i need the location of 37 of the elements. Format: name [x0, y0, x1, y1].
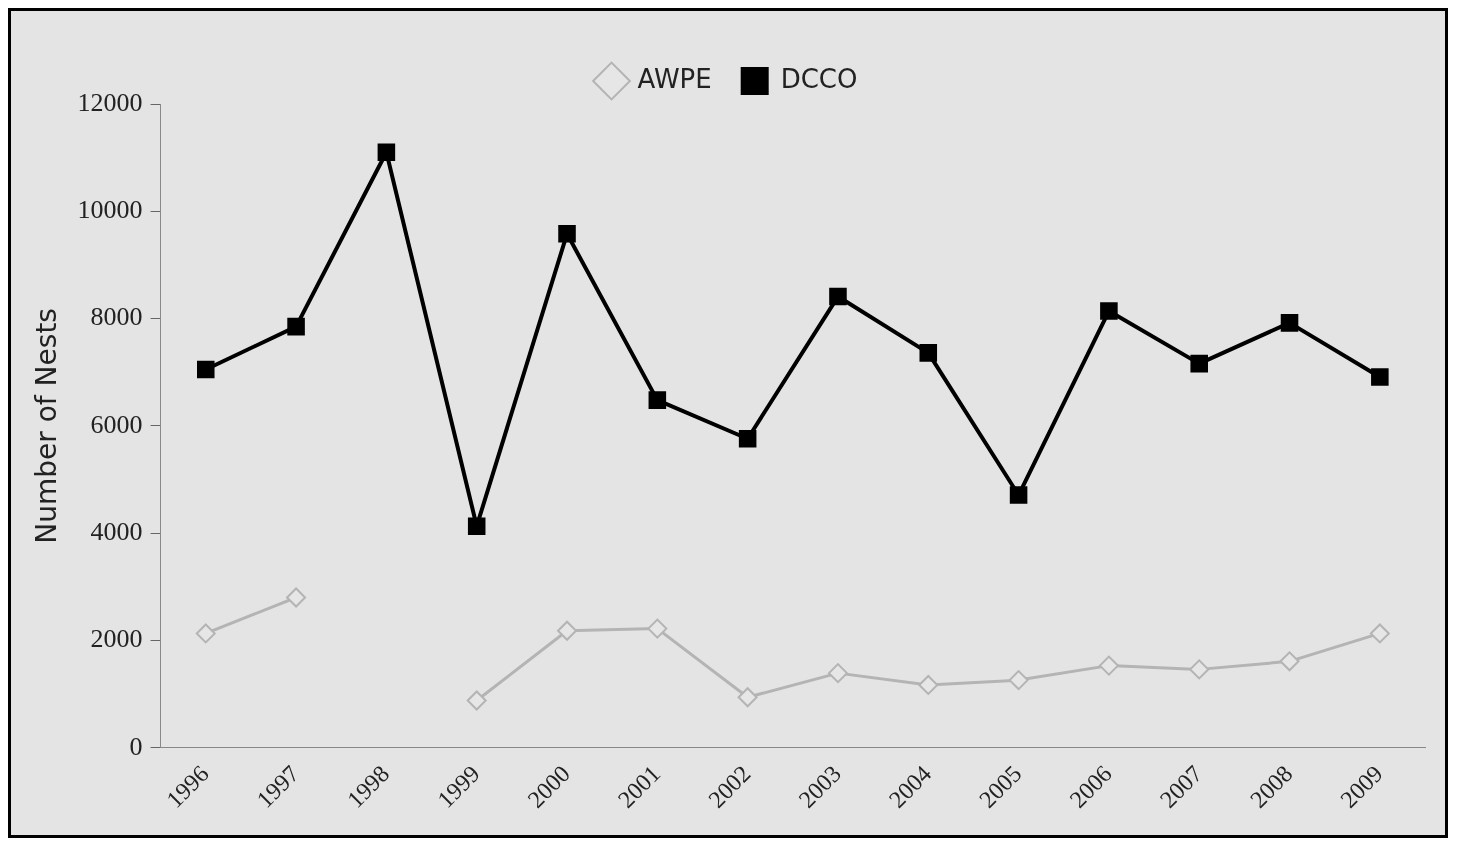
point [918, 674, 939, 695]
point [557, 620, 578, 641]
legend-label: DCCO [780, 63, 858, 94]
point [1280, 314, 1299, 332]
point [1371, 368, 1389, 386]
point [1098, 655, 1119, 676]
point [1279, 651, 1300, 672]
point [1369, 623, 1390, 644]
legend-label: AWPE [637, 63, 712, 94]
point [466, 690, 487, 711]
point [286, 587, 307, 608]
y-tick-label: 4000 [90, 516, 143, 546]
point [195, 623, 216, 644]
point [1100, 302, 1118, 320]
point [558, 225, 576, 243]
y-tick-label: 8000 [90, 302, 143, 332]
point [829, 287, 847, 306]
y-tick-label: 12000 [77, 87, 143, 117]
point [196, 360, 215, 379]
y-tick-label: 10000 [77, 195, 143, 225]
y-axis-title: Number of Nests [30, 308, 64, 544]
point [647, 618, 668, 639]
point [738, 429, 757, 448]
point [1009, 486, 1028, 504]
point [467, 517, 486, 535]
point [919, 344, 938, 362]
point [648, 391, 667, 409]
y-tick-label: 6000 [90, 409, 143, 439]
y-tick-label: 2000 [90, 624, 143, 654]
point [287, 317, 305, 336]
point [1190, 354, 1208, 373]
point [1189, 659, 1210, 680]
point [377, 143, 396, 162]
point [737, 687, 758, 708]
point [1008, 670, 1029, 691]
y-tick-label: 0 [129, 731, 143, 761]
point [827, 663, 848, 684]
